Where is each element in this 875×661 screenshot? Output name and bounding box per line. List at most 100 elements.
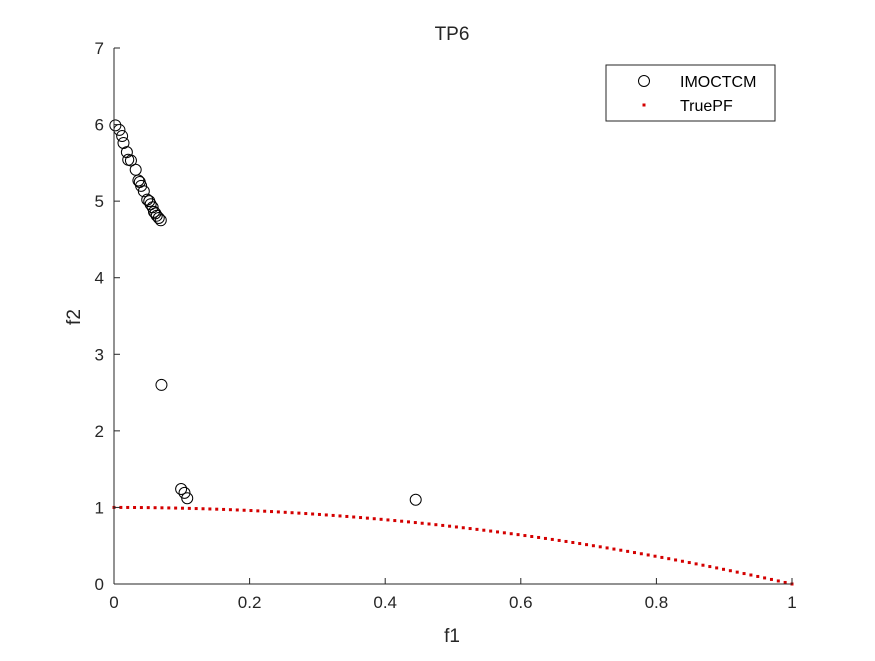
x-tick-label: 0 (109, 593, 118, 612)
y-ticks: 0 1 2 3 4 5 6 7 (95, 39, 120, 594)
truepf-point (174, 506, 178, 510)
truepf-point (660, 555, 664, 559)
imoctcm-point (135, 179, 148, 192)
truepf-point (468, 527, 472, 531)
truepf-point (776, 579, 780, 583)
imoctcm-point (154, 214, 167, 227)
truepf-point (379, 517, 383, 521)
imoctcm-point (144, 198, 157, 211)
y-tick-label: 6 (95, 116, 104, 135)
truepf-point (276, 510, 280, 514)
truepf-point (674, 558, 678, 562)
legend-box (605, 64, 776, 122)
truepf-point (393, 519, 397, 523)
legend: IMOCTCM TruePF (605, 64, 776, 122)
truepf-point (420, 521, 424, 525)
legend-label-imoctcm: IMOCTCM (680, 74, 756, 91)
truepf-point (489, 529, 493, 533)
truepf-point (687, 561, 691, 565)
truepf-point (139, 506, 143, 510)
truepf-point (523, 534, 527, 538)
y-axis-label: f2 (64, 309, 85, 325)
truepf-point (427, 522, 431, 526)
truepf-point (509, 532, 513, 536)
truepf-point (317, 512, 321, 516)
truepf-point (324, 513, 328, 517)
truepf-point (585, 543, 589, 547)
truepf-point (263, 509, 267, 513)
truepf-point (235, 508, 239, 512)
truepf-point (694, 562, 698, 566)
imoctcm-point (148, 205, 161, 218)
truepf-point (461, 526, 465, 530)
truepf-point (769, 577, 773, 581)
truepf-point (564, 539, 568, 543)
truepf-point (372, 517, 376, 521)
truepf-point (708, 565, 712, 569)
truepf-point (619, 548, 623, 552)
truepf-point (133, 505, 137, 509)
truepf-point (571, 540, 575, 544)
imoctcm-point (109, 119, 122, 132)
truepf-point (454, 525, 458, 529)
truepf-point (386, 518, 390, 522)
y-tick-label: 5 (95, 192, 104, 211)
truepf-point (331, 513, 335, 517)
truepf-point (242, 508, 246, 512)
truepf-point (735, 570, 739, 574)
truepf-point (783, 580, 787, 584)
truepf-point (598, 545, 602, 549)
imoctcm-point (181, 492, 194, 505)
imoctcm-point (178, 486, 191, 499)
truepf-point (701, 563, 705, 567)
imoctcm-point (175, 483, 188, 496)
truepf-point (434, 523, 438, 527)
imoctcm-point (116, 130, 129, 143)
truepf-point (605, 546, 609, 550)
truepf-point (639, 552, 643, 556)
truepf-point (626, 549, 630, 553)
chart-title: TP6 (435, 24, 470, 45)
truepf-point (667, 557, 671, 561)
truepf-point (249, 509, 253, 513)
truepf-point (550, 537, 554, 541)
truepf-point (406, 520, 410, 524)
truepf-point (201, 507, 205, 511)
truepf-point (215, 507, 219, 511)
truepf-point (297, 511, 301, 515)
truepf-point (400, 519, 404, 523)
truepf-point (119, 505, 123, 509)
truepf-point (359, 516, 363, 520)
truepf-point (304, 512, 308, 516)
truepf-point (578, 542, 582, 546)
truepf-point (283, 510, 287, 514)
truepf-point (352, 515, 356, 519)
x-axis-label: f1 (444, 626, 460, 647)
y-tick-label: 4 (95, 269, 104, 288)
y-tick-label: 0 (95, 575, 104, 594)
y-tick-label: 7 (95, 39, 104, 58)
truepf-point (756, 574, 760, 578)
truepf-point (290, 511, 294, 515)
truepf-point (208, 507, 212, 511)
truepf-point (680, 559, 684, 563)
y-tick-label: 1 (95, 498, 104, 517)
x-tick-label: 1 (787, 593, 796, 612)
truepf-point (167, 506, 171, 510)
imoctcm-point (152, 211, 165, 224)
truepf-point (126, 505, 130, 509)
truepf-point (530, 534, 534, 538)
truepf-point (194, 507, 198, 511)
truepf-point (311, 512, 315, 516)
truepf-point (728, 569, 732, 573)
truepf-point (448, 524, 452, 528)
legend-dot-icon (642, 103, 646, 107)
truepf-point (502, 531, 506, 535)
truepf-point (338, 514, 342, 518)
x-tick-label: 0.8 (645, 593, 669, 612)
x-ticks: 0 0.2 0.4 0.6 0.8 1 (109, 578, 797, 612)
truepf-point (146, 506, 150, 510)
truepf-point (632, 551, 636, 555)
